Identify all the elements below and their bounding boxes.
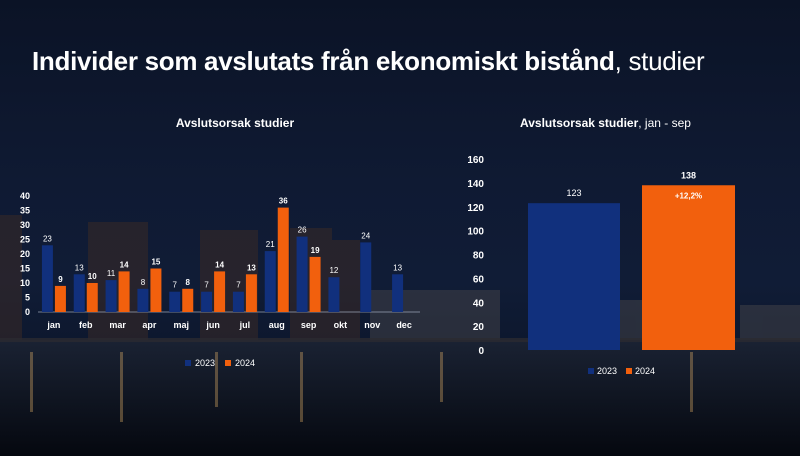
bar-2024 (642, 185, 735, 350)
x-tick-label: jun (205, 320, 220, 330)
bar-2024-feb (86, 283, 98, 312)
y-tick-label: 40 (473, 298, 485, 309)
bar-2023-maj (169, 291, 181, 312)
legend-label: 2024 (635, 366, 655, 376)
y-tick-label: 120 (467, 203, 484, 214)
y-tick-label: 35 (20, 206, 30, 216)
x-tick-label: dec (396, 320, 412, 330)
bar-2023-apr (137, 288, 149, 312)
data-label: 11 (107, 269, 116, 278)
data-label: 13 (393, 263, 402, 272)
data-label: 36 (279, 197, 288, 206)
x-tick-label: maj (173, 320, 189, 330)
x-tick-label: feb (79, 320, 93, 330)
y-tick-label: 5 (25, 293, 30, 303)
bar-2023-mar (105, 280, 117, 312)
y-tick-label: 160 (467, 155, 484, 166)
bar-2024-apr (150, 268, 162, 312)
data-label: 13 (75, 263, 84, 272)
x-tick-label: nov (364, 320, 380, 330)
y-tick-label: 40 (20, 191, 30, 201)
data-label: 12 (329, 266, 338, 275)
y-tick-label: 10 (20, 278, 30, 288)
bar-2023-jul (232, 291, 244, 312)
x-tick-label: jan (46, 320, 60, 330)
x-tick-label: mar (109, 320, 126, 330)
left-chart-title: Avslutsorsak studier (175, 116, 295, 130)
data-label: 19 (311, 246, 320, 255)
y-tick-label: 25 (20, 235, 30, 245)
x-tick-label: jul (239, 320, 251, 330)
bar-2023-jun (201, 291, 213, 312)
bar-2024-jun (214, 271, 226, 312)
data-label: 14 (215, 260, 224, 269)
page-title: Individer som avslutats från ekonomiskt … (32, 46, 705, 76)
y-tick-label: 60 (473, 274, 485, 285)
x-tick-label: okt (334, 320, 348, 330)
bar-2023-sep (296, 236, 308, 312)
data-label: 13 (247, 263, 256, 272)
bar-2023-jan (41, 245, 53, 312)
bar-2024-mar (118, 271, 130, 312)
bar-2023-aug (264, 251, 276, 312)
bar-2024-aug (277, 207, 289, 312)
monthly-bar-chart: 0 5 10 15 20 25 30 35 40 23 9 jan 13 10 feb 11 14 mar 8 15 a… (20, 191, 420, 368)
data-label: 15 (151, 258, 160, 267)
bar-2024-maj (182, 288, 194, 312)
y-tick-label: 140 (467, 179, 484, 190)
bar-2023-nov (360, 242, 372, 312)
legend-label: 2024 (235, 358, 255, 368)
data-label: 26 (298, 226, 307, 235)
bar-2023 (528, 203, 620, 350)
bar-2024-jan (54, 285, 66, 312)
data-label: 123 (566, 188, 581, 198)
y-tick-label: 15 (20, 264, 30, 274)
y-tick-label: 0 (25, 307, 30, 317)
data-label: 138 (681, 170, 696, 180)
data-label: 23 (43, 234, 52, 243)
data-label: 24 (361, 231, 370, 240)
x-tick-label: apr (142, 320, 157, 330)
y-tick-label: 80 (473, 251, 485, 262)
y-tick-label: 100 (467, 227, 484, 238)
y-tick-label: 30 (20, 220, 30, 230)
x-tick-label: aug (269, 320, 285, 330)
change-annotation: +12,2% (675, 191, 702, 200)
data-label: 7 (204, 281, 209, 290)
x-tick-label: sep (301, 320, 317, 330)
legend-swatch-2024 (626, 368, 632, 374)
bar-2023-dec (392, 274, 404, 312)
data-label: 21 (266, 240, 275, 249)
legend-swatch-2023 (588, 368, 594, 374)
data-label: 9 (58, 275, 63, 284)
data-label: 10 (88, 272, 97, 281)
legend-label: 2023 (195, 358, 215, 368)
bar-2024-jul (245, 274, 257, 312)
data-label: 7 (173, 281, 178, 290)
bar-2024-sep (309, 256, 321, 312)
y-tick-label: 20 (473, 322, 485, 333)
legend-label: 2023 (597, 366, 617, 376)
legend-swatch-2024 (225, 360, 231, 366)
y-tick-label: 20 (20, 249, 30, 259)
y-tick-label: 0 (478, 346, 484, 357)
data-label: 14 (120, 260, 129, 269)
ytd-bar-chart: 0 20 40 60 80 100 120 140 160 123 138 +12,2% 2023 202… (467, 155, 735, 376)
data-label: 8 (186, 278, 191, 287)
data-label: 8 (141, 278, 146, 287)
bar-2023-feb (73, 274, 85, 312)
data-label: 7 (236, 281, 241, 290)
right-chart-title: Avslutsorsak studier, jan - sep (520, 116, 691, 130)
legend-swatch-2023 (185, 360, 191, 366)
bar-2023-okt (328, 277, 340, 312)
